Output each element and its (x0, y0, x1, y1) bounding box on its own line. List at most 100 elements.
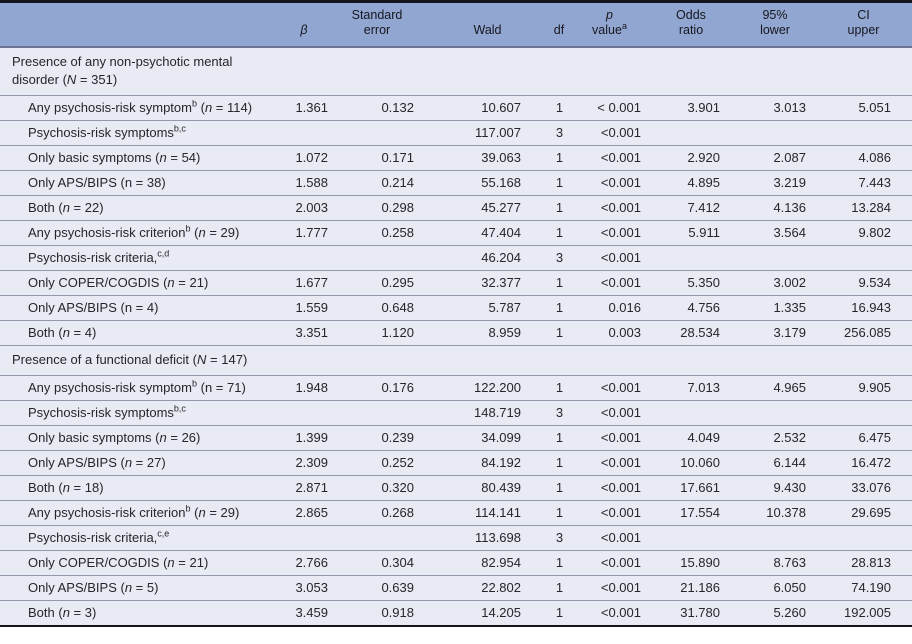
cell-beta (280, 47, 340, 96)
sample-var: N (66, 72, 77, 87)
table-row: Psychosis-risk criteria,c,e 113.698 3 <0.00… (0, 525, 912, 551)
cell-se: 1.120 (340, 320, 454, 346)
sample-var: n (124, 580, 133, 595)
cell-or: 31.780 (662, 600, 744, 626)
cell-se (340, 400, 454, 426)
cell-p (578, 47, 662, 96)
cell-se: 0.298 (340, 195, 454, 221)
row-label-text: Any psychosis-risk criterion (28, 225, 186, 240)
sample-var: n (204, 380, 213, 395)
cell-se: 0.176 (340, 375, 454, 401)
header-text: Odds (676, 8, 706, 22)
cell-df: 1 (540, 575, 578, 601)
cell-or: 2.920 (662, 145, 744, 171)
cell-beta: 3.053 (280, 575, 340, 601)
cell-or: 17.554 (662, 500, 744, 526)
sample-size: 22 (84, 200, 100, 215)
cell-beta: 3.459 (280, 600, 340, 626)
cell-wald: 114.141 (454, 500, 540, 526)
header-text: 95% (762, 8, 788, 22)
table-row: Both (n = 3) 3.459 0.918 14.205 1 <0.001 31.78… (0, 600, 912, 626)
cell-wald: 5.787 (454, 295, 540, 321)
cell-lower: 5.260 (744, 600, 836, 626)
row-label: Only basic symptoms (n = 26) (0, 425, 280, 451)
column-header-upper: CI upper (836, 1, 912, 48)
cell-df: 1 (540, 320, 578, 346)
cell-or (662, 525, 744, 551)
cell-upper: 5.051 (836, 95, 912, 121)
cell-lower (744, 120, 836, 146)
cell-p: <0.001 (578, 375, 662, 401)
sample-size: 38 (146, 175, 162, 190)
cell-wald: 80.439 (454, 475, 540, 501)
cell-lower (744, 245, 836, 271)
table-row: Only APS/BIPS (n = 38) 1.588 0.214 55.168 1 <… (0, 170, 912, 196)
cell-wald: 148.719 (454, 400, 540, 426)
cell-se: 0.320 (340, 475, 454, 501)
row-label-text: Only APS/BIPS (28, 175, 117, 190)
sample-size: 29 (220, 225, 235, 240)
sample-size: 21 (189, 555, 204, 570)
cell-or: 7.013 (662, 375, 744, 401)
table-header: β Standard error Wald df p valuea Odds ratio 95% l… (0, 1, 912, 48)
footnote-marker: c,e (157, 528, 170, 539)
cell-beta: 1.399 (280, 425, 340, 451)
cell-lower: 3.179 (744, 320, 836, 346)
row-label-text: Only COPER/COGDIS (28, 275, 160, 290)
cell-lower: 9.430 (744, 475, 836, 501)
cell-beta: 2.871 (280, 475, 340, 501)
cell-p: <0.001 (578, 450, 662, 476)
row-label: Only COPER/COGDIS (n = 21) (0, 550, 280, 576)
cell-or: 4.049 (662, 425, 744, 451)
cell-or: 3.901 (662, 95, 744, 121)
row-label: Both (n = 22) (0, 195, 280, 221)
row-label: Only APS/BIPS (n = 27) (0, 450, 280, 476)
cell-or: 5.350 (662, 270, 744, 296)
cell-beta (280, 120, 340, 146)
cell-p: <0.001 (578, 550, 662, 576)
cell-wald: 32.377 (454, 270, 540, 296)
sample-var: n (159, 150, 167, 165)
cell-se (340, 47, 454, 96)
header-text: Wald (473, 23, 502, 37)
cell-df: 1 (540, 550, 578, 576)
cell-or (662, 47, 744, 96)
row-label-text: Presence of a functional deficit (12, 352, 190, 367)
cell-wald: 45.277 (454, 195, 540, 221)
cell-or (662, 245, 744, 271)
row-label: Only APS/BIPS (n = 38) (0, 170, 280, 196)
cell-beta: 1.777 (280, 220, 340, 246)
cell-lower (744, 47, 836, 96)
cell-se: 0.295 (340, 270, 454, 296)
sample-var: n (62, 200, 70, 215)
sample-size: 5 (146, 580, 155, 595)
table-row: Only basic symptoms (n = 54) 1.072 0.171 39… (0, 145, 912, 171)
cell-p: 0.003 (578, 320, 662, 346)
cell-lower: 6.144 (744, 450, 836, 476)
row-label: Only COPER/COGDIS (n = 21) (0, 270, 280, 296)
cell-lower (744, 525, 836, 551)
row-label-text: Psychosis-risk symptoms (28, 125, 174, 140)
sample-size: 4 (84, 325, 92, 340)
cell-upper: 256.085 (836, 320, 912, 346)
header-text: ratio (678, 23, 704, 37)
sample-size: 21 (189, 275, 204, 290)
sample-size: 4 (146, 300, 155, 315)
cell-upper: 29.695 (836, 500, 912, 526)
sample-var: n (124, 300, 133, 315)
cell-se: 0.648 (340, 295, 454, 321)
cell-p: <0.001 (578, 525, 662, 551)
sample-size: 71 (227, 380, 242, 395)
row-label-text: Both (28, 605, 55, 620)
column-header-p: p valuea (578, 1, 662, 48)
cell-wald: 47.404 (454, 220, 540, 246)
row-label: Presence of any non-psychotic mental dis… (0, 47, 280, 96)
footnote-marker: b,c (173, 123, 186, 134)
row-label-text: Psychosis-risk symptoms (28, 405, 174, 420)
column-header-wald: Wald (454, 1, 540, 48)
cell-upper: 6.475 (836, 425, 912, 451)
row-label-text: Any psychosis-risk symptom (28, 100, 192, 115)
header-text: upper (847, 23, 880, 37)
cell-lower: 3.002 (744, 270, 836, 296)
row-label-text: Only APS/BIPS (28, 300, 117, 315)
